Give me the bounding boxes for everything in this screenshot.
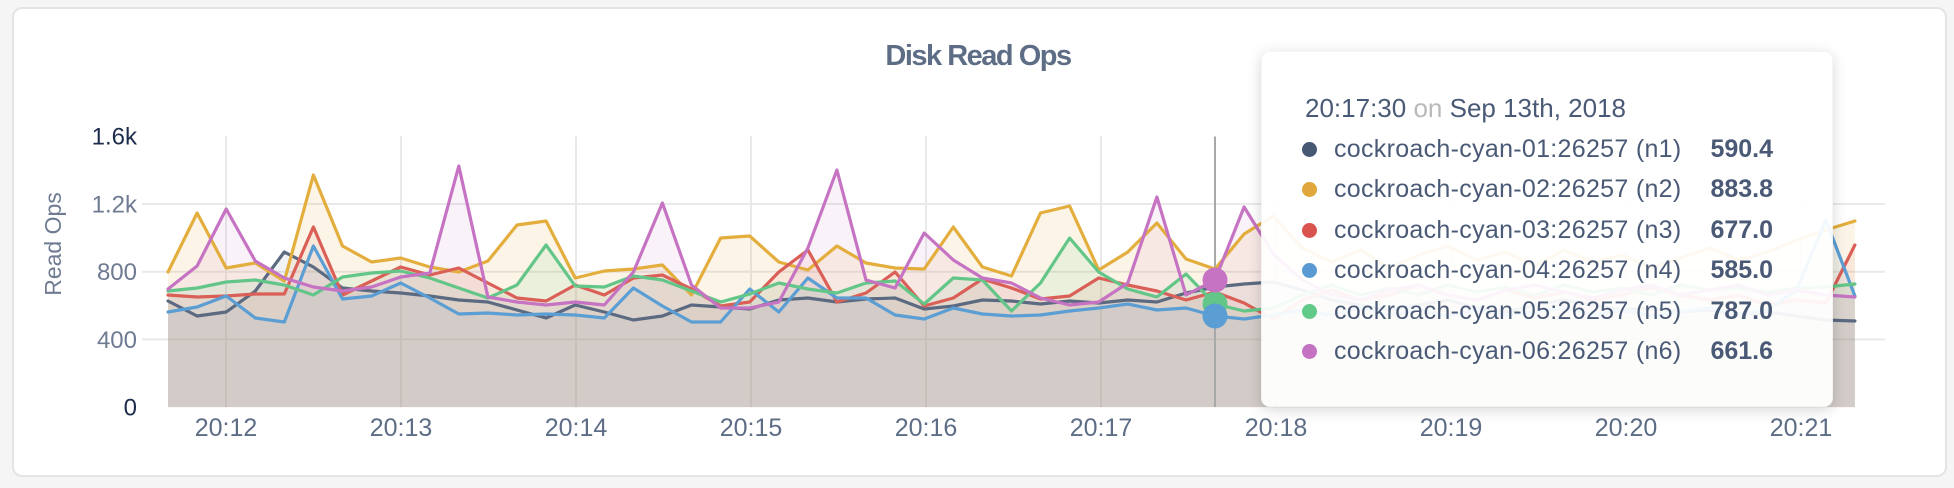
svg-text:20:18: 20:18 xyxy=(1245,414,1308,442)
svg-text:0: 0 xyxy=(124,395,137,422)
svg-text:20:14: 20:14 xyxy=(545,414,608,442)
svg-text:20:20: 20:20 xyxy=(1595,414,1658,442)
svg-text:Read Ops: Read Ops xyxy=(40,192,66,296)
svg-text:800: 800 xyxy=(97,259,137,286)
svg-text:20:15: 20:15 xyxy=(720,414,783,442)
svg-text:20:17: 20:17 xyxy=(1070,414,1133,442)
svg-text:1.6k: 1.6k xyxy=(92,124,138,151)
svg-text:20:12: 20:12 xyxy=(195,414,258,442)
svg-text:1.2k: 1.2k xyxy=(92,191,138,218)
svg-text:20:13: 20:13 xyxy=(370,414,433,442)
svg-text:20:21: 20:21 xyxy=(1770,414,1833,442)
svg-text:20:16: 20:16 xyxy=(895,414,958,442)
svg-text:20:19: 20:19 xyxy=(1420,414,1483,442)
svg-text:400: 400 xyxy=(97,327,137,354)
